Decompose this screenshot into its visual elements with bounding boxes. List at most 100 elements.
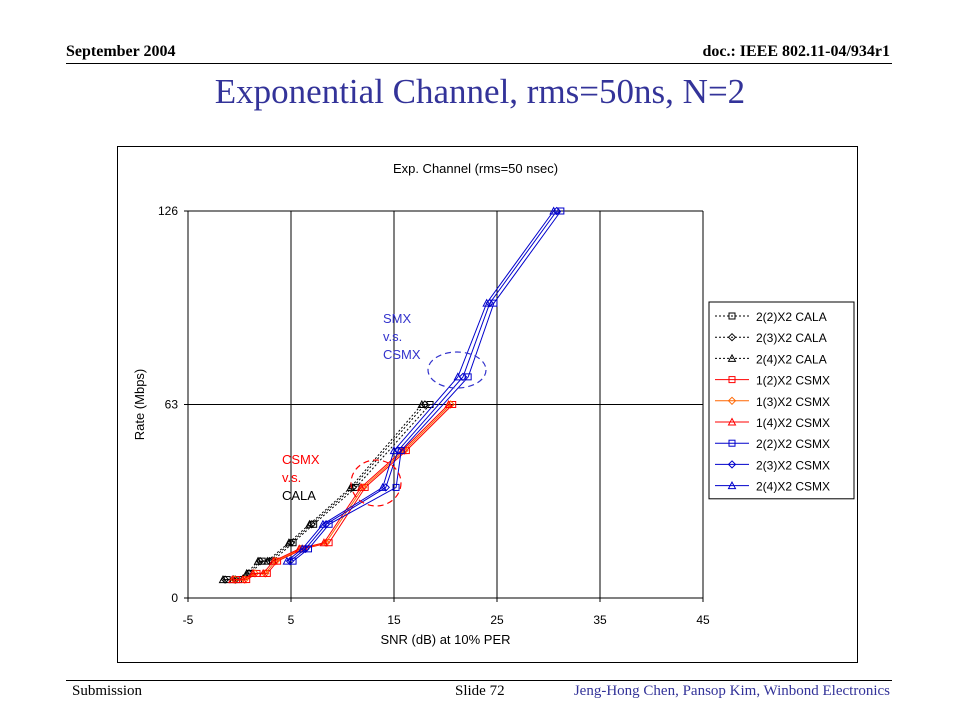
header-doc-id: doc.: IEEE 802.11-04/934r1 xyxy=(702,43,890,60)
x-tick-label: 15 xyxy=(387,613,401,627)
legend-label: 2(4)X2 CALA xyxy=(756,352,827,366)
data-point xyxy=(238,575,247,584)
series-line xyxy=(234,404,451,581)
annotation-text: v.s. xyxy=(383,329,402,344)
data-point xyxy=(449,401,457,408)
x-axis-label: SNR (dB) at 10% PER xyxy=(380,632,510,647)
data-point xyxy=(727,396,737,406)
data-point xyxy=(389,446,399,455)
data-point xyxy=(318,519,328,528)
series-5 xyxy=(230,400,455,584)
x-tick-label: -5 xyxy=(183,613,194,627)
data-point xyxy=(356,482,366,491)
data-point xyxy=(274,557,282,565)
data-point xyxy=(402,447,410,455)
data-point xyxy=(305,519,314,528)
legend-label: 1(2)X2 CSMX xyxy=(756,374,830,388)
data-point xyxy=(417,399,427,408)
data-point xyxy=(250,569,260,578)
annotation-text: CSMX xyxy=(383,347,421,362)
series-6 xyxy=(227,399,453,584)
legend-label: 1(4)X2 CSMX xyxy=(756,416,830,430)
footer-submission: Submission xyxy=(72,683,143,699)
series-8 xyxy=(285,206,561,566)
data-point xyxy=(482,298,492,307)
data-point xyxy=(549,206,558,215)
y-tick-label: 126 xyxy=(158,204,178,218)
data-point xyxy=(258,568,268,577)
data-point xyxy=(727,353,737,362)
data-point xyxy=(248,568,258,577)
data-point xyxy=(444,399,453,408)
series-9 xyxy=(282,206,558,565)
data-point xyxy=(557,207,565,215)
data-point xyxy=(728,439,736,447)
series-line xyxy=(289,210,558,562)
annotation-text: CSMX xyxy=(282,452,320,467)
data-point xyxy=(490,299,498,307)
series-line xyxy=(236,404,454,581)
series-7 xyxy=(289,207,565,565)
y-axis-label: Rate (Mbps) xyxy=(132,369,147,441)
data-point xyxy=(218,575,228,584)
data-point xyxy=(378,482,388,491)
y-tick-label: 63 xyxy=(165,398,179,412)
data-point xyxy=(284,538,294,547)
x-tick-label: 5 xyxy=(288,613,295,627)
series-2 xyxy=(220,400,430,584)
data-point xyxy=(728,376,736,384)
annotation-text: SMX xyxy=(383,311,412,326)
footer-authors: Jeng-Hong Chen, Pansop Kim, Winbond Elec… xyxy=(573,683,890,699)
legend-label: 2(4)X2 CSMX xyxy=(756,480,830,494)
data-point xyxy=(361,483,369,491)
data-point xyxy=(269,556,278,565)
smx-highlight-ellipse xyxy=(427,351,487,389)
series-line xyxy=(225,404,426,581)
csmx-highlight-ellipse xyxy=(350,459,402,507)
data-point xyxy=(297,544,307,553)
data-point xyxy=(253,556,263,565)
data-point xyxy=(426,401,434,408)
data-point xyxy=(261,569,270,578)
footer-slide-number: Slide 72 xyxy=(455,683,505,699)
legend-label: 1(3)X2 CSMX xyxy=(756,395,830,409)
annotation-text: v.s. xyxy=(282,470,301,485)
legend-label: 2(3)X2 CALA xyxy=(756,331,827,345)
data-point xyxy=(453,372,463,381)
header-date: September 2004 xyxy=(66,43,176,60)
x-tick-label: 35 xyxy=(593,613,607,627)
data-point xyxy=(310,520,318,528)
data-point xyxy=(458,372,468,382)
data-point xyxy=(392,483,400,491)
footer-rule xyxy=(66,680,892,681)
chart-title: Exp. Channel (rms=50 nsec) xyxy=(393,161,558,176)
data-point xyxy=(282,556,292,565)
header-rule xyxy=(66,63,892,64)
annotation-text: CALA xyxy=(282,488,316,503)
legend-label: 2(2)X2 CSMX xyxy=(756,437,830,451)
legend-label: 2(2)X2 CALA xyxy=(756,310,827,324)
data-point xyxy=(289,539,297,547)
data-point xyxy=(346,482,356,491)
x-tick-label: 25 xyxy=(490,613,504,627)
chart-svg: Exp. Channel (rms=50 nsec) -5 5 15 25 35 45 0 63… xyxy=(132,161,855,647)
data-point xyxy=(728,312,736,320)
data-point xyxy=(727,417,737,426)
series-line xyxy=(232,404,449,581)
data-point xyxy=(727,332,737,342)
series-line xyxy=(292,210,562,562)
data-point xyxy=(319,538,329,547)
series-4 xyxy=(232,401,457,584)
data-point xyxy=(727,481,737,490)
y-tick-label: 0 xyxy=(171,591,178,605)
data-point xyxy=(464,373,472,381)
x-tick-label: 45 xyxy=(696,613,710,627)
data-point xyxy=(227,575,237,584)
series-line xyxy=(223,404,423,581)
chart-frame: Exp. Channel (rms=50 nsec) -5 5 15 25 35 45 0 63… xyxy=(117,146,858,663)
data-point xyxy=(262,556,272,565)
legend-label: 2(3)X2 CSMX xyxy=(756,458,830,472)
series-line xyxy=(286,210,555,562)
data-point xyxy=(727,460,737,469)
slide-title: Exponential Channel, rms=50ns, N=2 xyxy=(214,72,746,111)
